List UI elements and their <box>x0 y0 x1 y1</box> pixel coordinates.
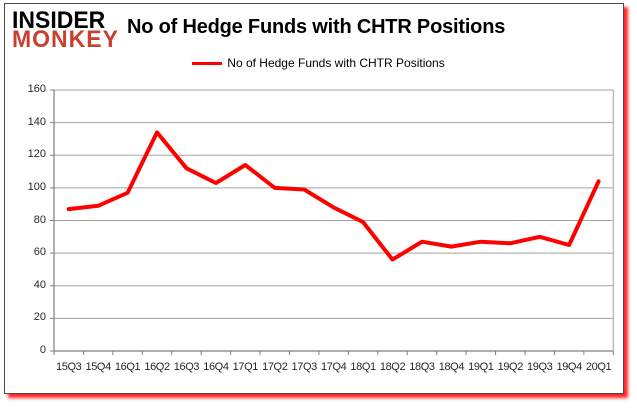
insider-monkey-logo: INSIDER MONKEY <box>12 5 119 53</box>
x-axis-label-16Q3: 16Q3 <box>173 361 200 373</box>
x-axis-label-18Q3: 18Q3 <box>409 361 435 373</box>
legend-line-sample <box>192 61 223 65</box>
x-axis-label-16Q2: 16Q2 <box>144 361 170 373</box>
x-axis-label-18Q4: 18Q4 <box>438 361 465 373</box>
x-axis-label-19Q3: 19Q3 <box>527 361 553 373</box>
y-axis-label-120: 120 <box>27 148 46 161</box>
y-axis-label-0: 0 <box>39 344 46 356</box>
x-axis-label-18Q1: 18Q1 <box>350 361 376 373</box>
x-axis-label-16Q1: 16Q1 <box>114 361 141 373</box>
chart-frame <box>4 3 624 394</box>
x-axis-label-18Q2: 18Q2 <box>379 361 406 373</box>
y-axis-label-160: 160 <box>27 83 46 95</box>
y-axis-label-40: 40 <box>33 278 46 291</box>
x-axis-label-19Q4: 19Q4 <box>556 361 582 373</box>
y-axis-label-80: 80 <box>33 213 46 226</box>
x-axis-label-19Q2: 19Q2 <box>497 361 524 373</box>
x-axis-label-19Q1: 19Q1 <box>468 361 494 373</box>
x-axis-label-17Q3: 17Q3 <box>291 361 318 373</box>
chart-title: No of Hedge Funds with CHTR Positions <box>127 16 506 38</box>
legend: No of Hedge Funds with CHTR Positions <box>0 56 637 70</box>
series-line <box>66 130 601 262</box>
x-axis-label-17Q2: 17Q2 <box>262 361 288 373</box>
logo-monkey-text: MONKEY <box>12 24 119 53</box>
x-axis-label-15Q4: 15Q4 <box>85 361 111 373</box>
y-axis-label-140: 140 <box>27 115 46 128</box>
x-axis-label-15Q3: 15Q3 <box>56 361 82 373</box>
legend-label: No of Hedge Funds with CHTR Positions <box>227 56 445 70</box>
logo-insider-text: INSIDER <box>12 5 106 34</box>
y-axis-label-100: 100 <box>27 180 46 193</box>
y-axis-label-20: 20 <box>33 311 46 324</box>
y-axis-label-60: 60 <box>33 246 46 259</box>
x-axis-label-16Q4: 16Q4 <box>203 361 229 373</box>
x-axis-label-17Q4: 17Q4 <box>320 361 347 373</box>
x-axis-label-20Q1: 20Q1 <box>585 361 612 373</box>
x-axis-label-17Q1: 17Q1 <box>232 361 259 373</box>
